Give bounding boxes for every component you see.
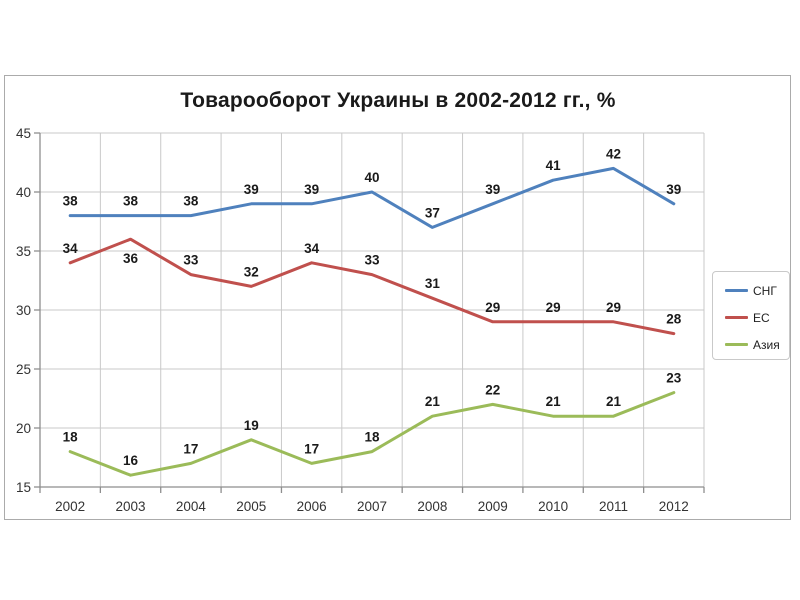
legend-label: ЕС: [753, 310, 770, 325]
legend-label: Азия: [753, 337, 780, 352]
legend: СНГ ЕС Азия: [712, 271, 790, 360]
data-label: 16: [123, 453, 139, 468]
line-swatch-icon: [725, 343, 748, 346]
x-tick-label: 2007: [357, 499, 387, 514]
data-label: 33: [183, 253, 199, 268]
data-label: 41: [546, 158, 562, 173]
x-tick-label: 2003: [116, 499, 146, 514]
data-label: 29: [546, 300, 561, 315]
x-tick-label: 2009: [478, 499, 508, 514]
data-label: 18: [364, 430, 380, 445]
legend-item-1: ЕС: [725, 311, 789, 325]
data-label: 28: [666, 312, 682, 327]
legend-item-0: СНГ: [725, 284, 789, 298]
y-tick-label: 20: [16, 421, 31, 436]
y-tick-label: 15: [16, 480, 31, 495]
series-line-2: [68, 391, 676, 477]
data-label: 29: [485, 300, 500, 315]
series-line-1: [68, 237, 676, 336]
y-tick-label: 25: [16, 362, 31, 377]
data-label: 39: [304, 182, 319, 197]
data-label: 21: [425, 394, 441, 409]
x-tick-label: 2010: [538, 499, 568, 514]
legend-item-2: Азия: [725, 338, 789, 352]
data-label: 34: [304, 241, 320, 256]
x-tick-label: 2006: [297, 499, 327, 514]
data-label: 18: [63, 430, 79, 445]
data-label: 37: [425, 205, 440, 220]
line-swatch-icon: [725, 316, 748, 319]
data-label: 39: [666, 182, 681, 197]
line-swatch-icon: [725, 289, 748, 292]
chart-frame: [4, 75, 791, 520]
x-tick-label: 2008: [417, 499, 447, 514]
data-label: 38: [123, 194, 139, 209]
data-label: 23: [666, 371, 682, 386]
data-label: 34: [63, 241, 79, 256]
data-label: 33: [364, 253, 380, 268]
data-label: 32: [244, 264, 259, 279]
data-label: 29: [606, 300, 621, 315]
x-tick-label: 2002: [55, 499, 85, 514]
chart-title: Товарооборот Украины в 2002-2012 гг., %: [180, 89, 616, 112]
data-label: 22: [485, 382, 500, 397]
data-label: 38: [63, 194, 79, 209]
x-tick-label: 2004: [176, 499, 207, 514]
data-label: 38: [183, 194, 199, 209]
data-label: 40: [364, 170, 379, 185]
data-label: 42: [606, 146, 621, 161]
y-tick-label: 45: [16, 126, 31, 141]
data-label: 17: [304, 441, 319, 456]
data-label: 31: [425, 276, 441, 291]
data-label: 17: [183, 441, 198, 456]
data-label: 39: [244, 182, 259, 197]
x-tick-label: 2012: [659, 499, 689, 514]
legend-label: СНГ: [753, 283, 777, 298]
data-label: 39: [485, 182, 500, 197]
x-tick-label: 2005: [236, 499, 266, 514]
data-label: 19: [244, 418, 259, 433]
y-tick-label: 30: [16, 303, 31, 318]
data-label: 36: [123, 251, 139, 266]
data-label: 21: [606, 394, 622, 409]
x-tick-label: 2011: [599, 499, 628, 514]
series-line-0: [68, 166, 676, 229]
data-label: 21: [546, 394, 562, 409]
y-tick-label: 40: [16, 185, 31, 200]
y-tick-label: 35: [16, 244, 31, 259]
